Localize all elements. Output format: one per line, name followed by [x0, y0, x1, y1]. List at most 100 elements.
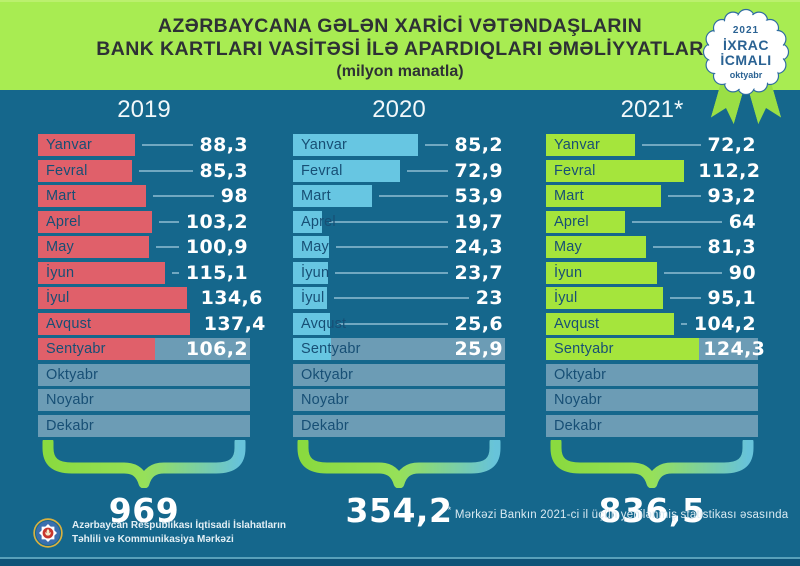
month-label: Noyabr: [46, 392, 94, 408]
connector-line: [142, 144, 193, 146]
empty-bar: [38, 414, 250, 437]
bar-row-yanvar: 72,2 Yanvar: [546, 134, 758, 156]
value-label: 25,6: [454, 312, 503, 335]
value-bar: [546, 261, 657, 284]
value-bar: [38, 338, 156, 360]
bar-row-aprel: 64 Aprel: [546, 210, 758, 233]
bar-row-iyul: 23 İyul: [293, 287, 505, 309]
value-label: 53,9: [454, 185, 503, 207]
connector-line: [653, 246, 701, 248]
badge-year: 2021: [732, 25, 760, 36]
bar-rows: 85,2 Yanvar 72,9 Fevral 53,9 Mart 19,7 Aprel 24,…: [293, 134, 505, 437]
year-total: 836,5: [598, 491, 706, 530]
month-label: May: [46, 239, 74, 255]
value-bar: [293, 338, 331, 360]
connector-line: [153, 195, 214, 197]
page-title-line1: AZƏRBAYCANA GƏLƏN XARİCİ VƏTƏNDAŞLARIN: [157, 15, 643, 37]
empty-bar: [38, 389, 250, 411]
brace-icon: [297, 440, 501, 488]
month-label: Oktyabr: [301, 366, 354, 383]
empty-bar: [293, 363, 505, 386]
value-bar: [293, 210, 322, 233]
bar-row-fevral: 85,3 Fevral: [38, 159, 250, 182]
footnote: * Mərkəzi Bankın 2021-ci il üçün yenilən…: [438, 505, 798, 521]
month-label: Noyabr: [301, 392, 349, 408]
org-name-line1: Azərbaycan Respublikası İqtisadi İslahat…: [72, 520, 286, 531]
value-label: 23: [475, 287, 503, 309]
value-label: 85,2: [454, 134, 503, 156]
connector-line: [158, 220, 179, 223]
month-label: Aprel: [301, 213, 336, 230]
column-2020: 2020 85,2 Yanvar 72,9 Fevral 53,9 Mart 19,7 Apre…: [293, 94, 505, 530]
month-label: Fevral: [46, 162, 88, 179]
value-bar: [546, 134, 635, 156]
bar-row-avqust: 25,6 Avqust: [293, 312, 505, 335]
emblem-icon: [33, 518, 63, 548]
month-label: Fevral: [554, 162, 596, 179]
page-subtitle: (milyon manatla): [336, 63, 464, 80]
org-name-line2: Təhlili və Kommunikasiya Mərkəzi: [72, 534, 234, 545]
bar-row-mart: 53,9 Mart: [293, 185, 505, 207]
empty-bar: [293, 389, 505, 411]
badge-month: oktyabr: [729, 70, 763, 80]
value-label: 112,2: [698, 159, 761, 182]
value-label: 25,9: [454, 338, 503, 360]
value-label: 85,3: [199, 159, 248, 182]
footnote-marker: *: [447, 505, 452, 515]
value-bar: [38, 236, 150, 258]
value-label: 134,6: [200, 287, 263, 309]
connector-line: [156, 246, 179, 248]
month-label: Aprel: [46, 213, 81, 230]
header-band: AZƏRBAYCANA GƏLƏN XARİCİ VƏTƏNDAŞLARIN B…: [0, 0, 800, 90]
value-label: 23,7: [454, 261, 503, 284]
remainder-bar: [293, 338, 505, 360]
connector-line: [139, 169, 193, 172]
year-total: 354,2: [345, 491, 453, 530]
month-label: İyul: [46, 290, 70, 306]
year-header: 2020: [372, 96, 426, 123]
badge-title-line1: İXRAC: [722, 37, 770, 53]
bar-row-mart: 93,2 Mart: [546, 185, 758, 207]
value-label: 93,2: [707, 185, 756, 207]
value-bar: [293, 185, 372, 207]
value-label: 137,4: [203, 312, 266, 335]
value-bar: [38, 287, 187, 309]
month-label: May: [301, 239, 329, 255]
connector-line: [670, 297, 701, 299]
value-label: 98: [220, 185, 248, 207]
month-label: Avqust: [554, 315, 600, 332]
value-bar: [293, 287, 327, 309]
month-label: Fevral: [301, 162, 343, 179]
month-label: Yanvar: [46, 137, 93, 153]
month-label: İyun: [46, 264, 75, 281]
empty-bar: [546, 363, 758, 386]
value-bar: [38, 261, 166, 284]
value-bar: [293, 236, 329, 258]
value-label: 106,2: [185, 338, 248, 360]
bar-row-avqust: 137,4 Avqust: [38, 312, 265, 335]
column-2021: 2021* 72,2 Yanvar 112,2 Fevral 93,2 Mart 64 Apre…: [546, 94, 765, 530]
value-bar: [546, 210, 625, 233]
connector-line: [328, 220, 448, 223]
value-bar: [546, 312, 675, 335]
year-header: 2019: [117, 96, 171, 123]
month-label: İyul: [301, 290, 325, 306]
brace-icon: [42, 440, 246, 488]
value-bar: [293, 261, 328, 284]
bar-row-may: 24,3 May: [293, 236, 505, 258]
value-label: 19,7: [454, 210, 503, 233]
value-label: 72,2: [707, 134, 756, 156]
month-label: Sentyabr: [46, 341, 106, 357]
value-label: 90: [728, 261, 756, 284]
value-label: 24,3: [454, 236, 503, 258]
month-label: Noyabr: [554, 392, 602, 408]
year-total: 969: [108, 491, 180, 530]
empty-bar: [546, 389, 758, 411]
month-label: Avqust: [46, 315, 92, 332]
value-bar: [293, 312, 331, 335]
column-2019: 2019 88,3 Yanvar 85,3 Fevral 98 Mart 103,2 Aprel…: [38, 94, 265, 530]
bar-row-dekabr: Dekabr: [293, 414, 505, 437]
connector-line: [337, 322, 448, 325]
connector-line: [424, 144, 448, 146]
connector-line: [681, 322, 687, 325]
